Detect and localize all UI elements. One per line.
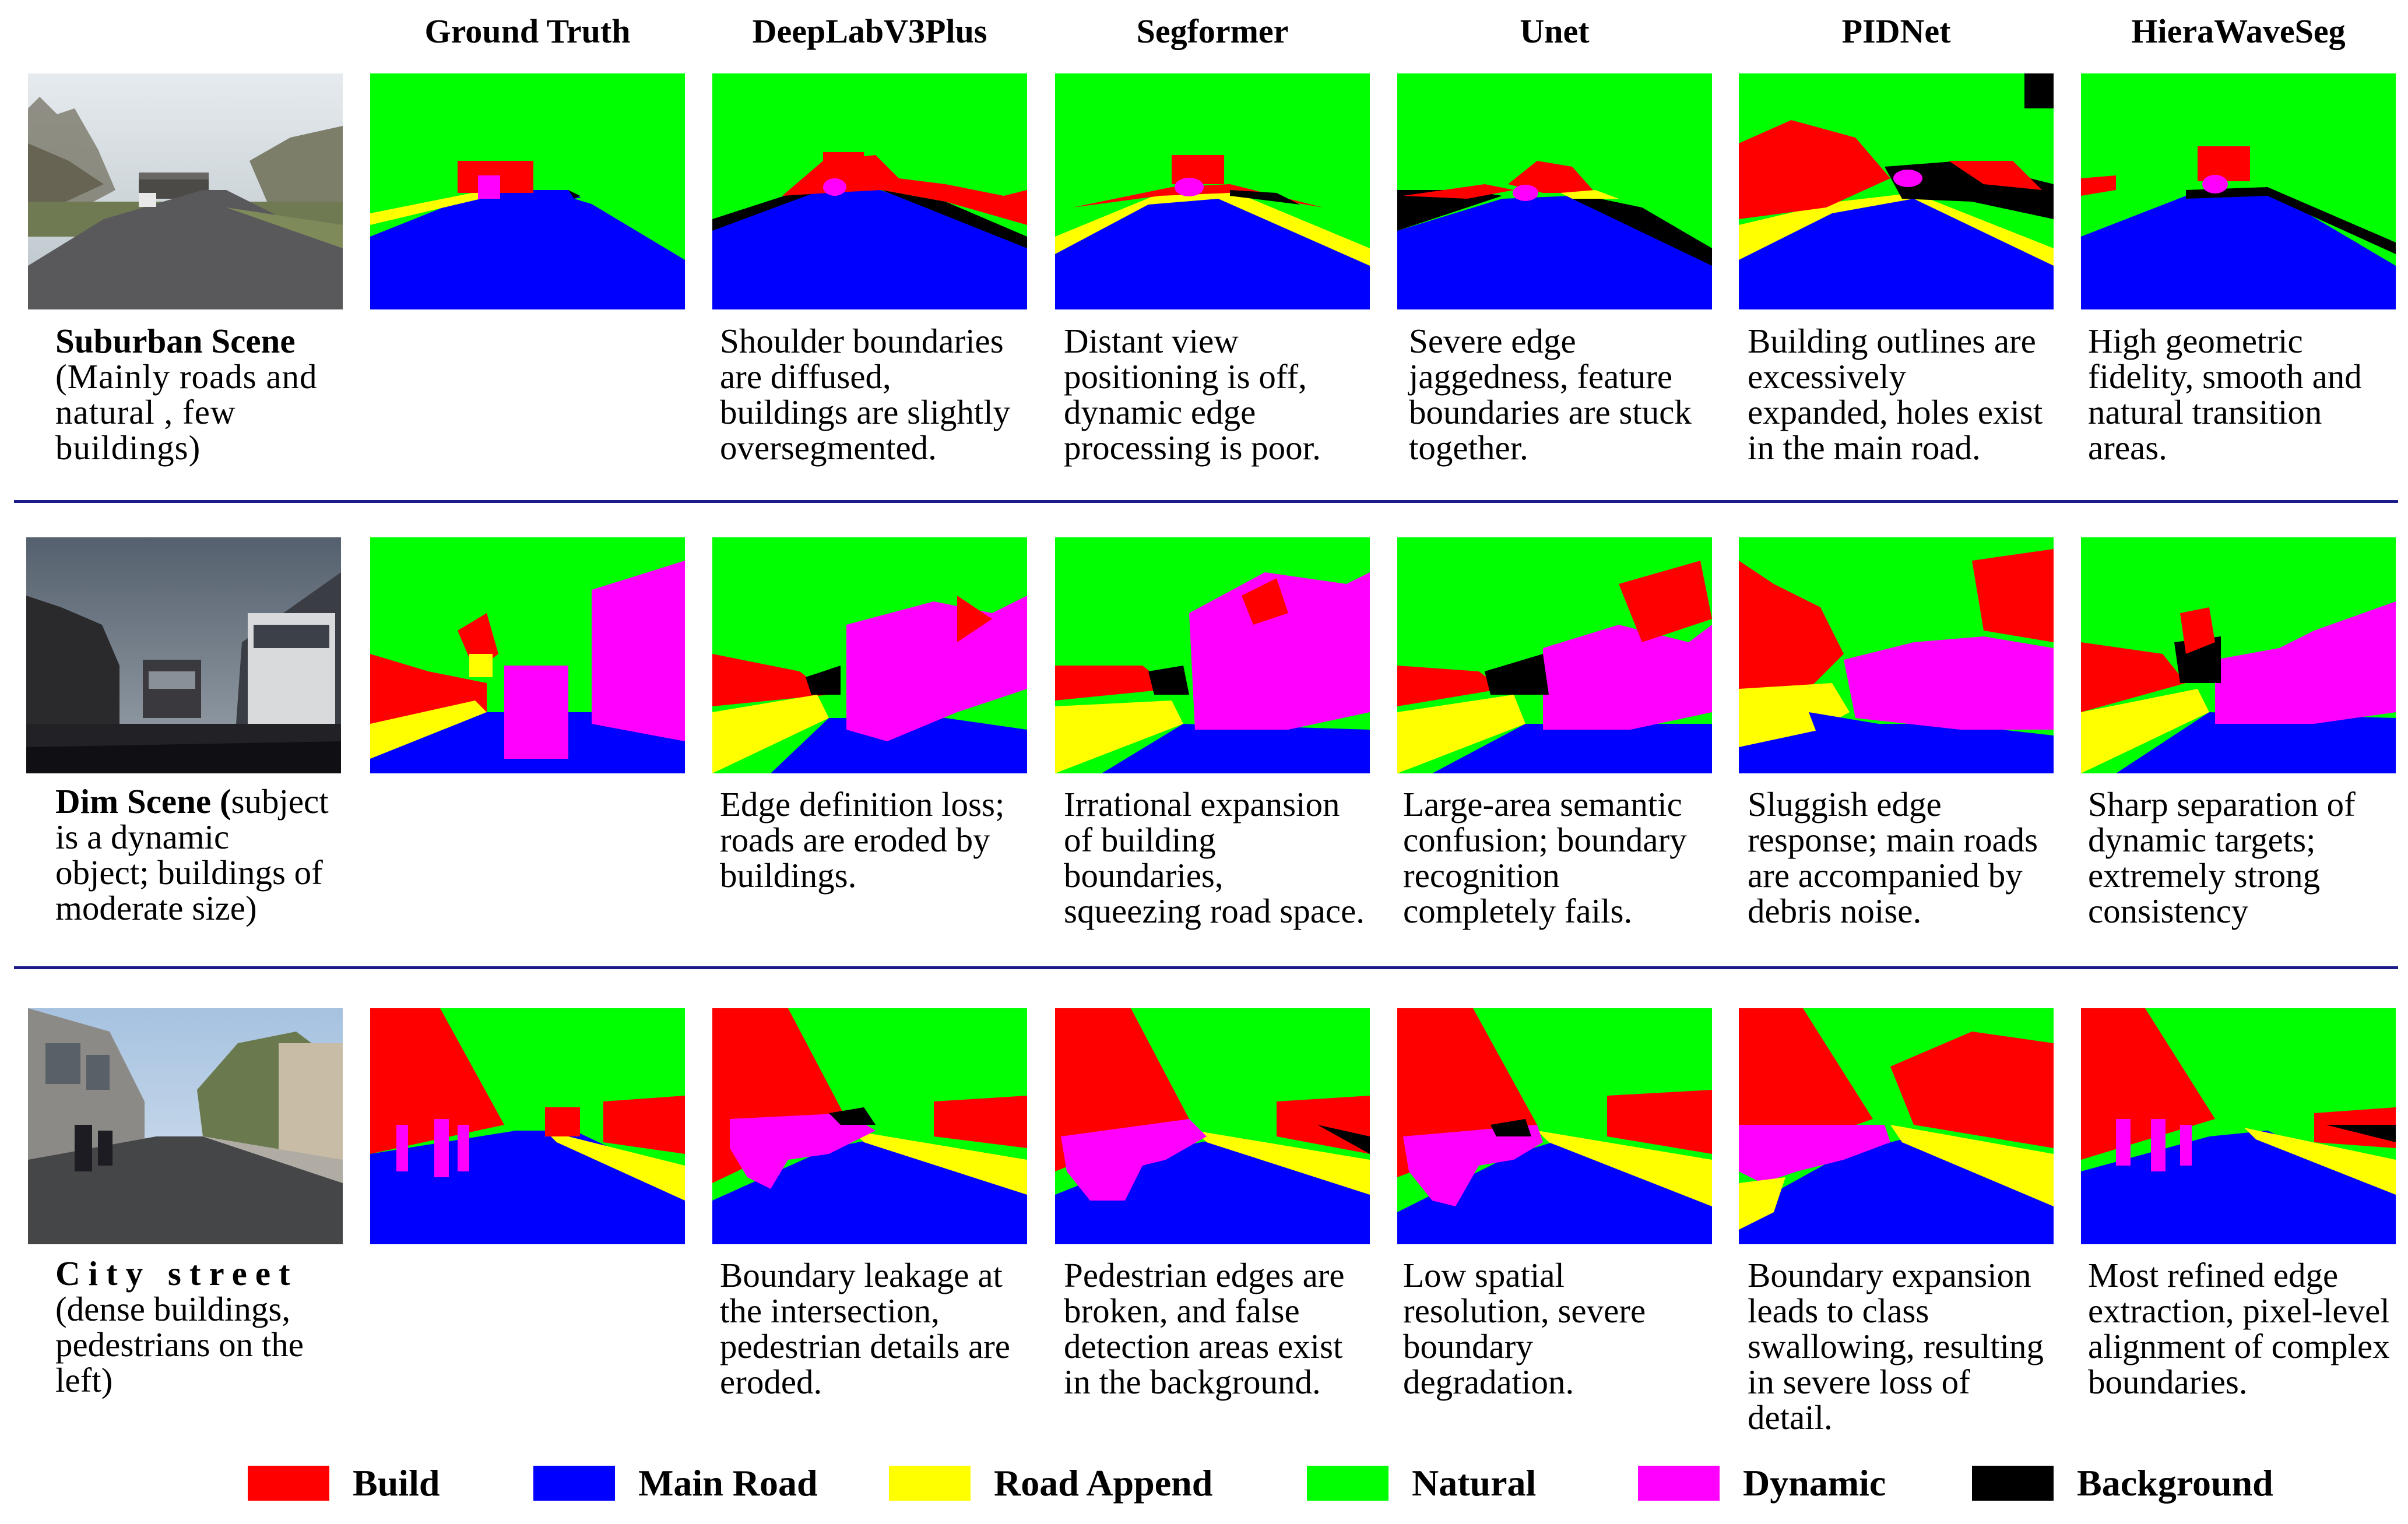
legend-label-dynamic: Dynamic (1743, 1462, 1886, 1504)
legend-item-natural: Natural (1307, 1462, 1537, 1504)
segmentation-segformer-city (1055, 1008, 1370, 1244)
segmentation-deeplabv3plus-suburban (712, 73, 1027, 309)
caption-hierawaveseg-city: Most refined edge extraction, pixel-leve… (2088, 1256, 2390, 1401)
legend-label-main-road: Main Road (638, 1462, 818, 1504)
caption-hierawaveseg-suburban: High geometric fidelity, smooth and natu… (2088, 322, 2362, 467)
legend-item-main-road: Main Road (533, 1462, 818, 1504)
segmentation-pidnet-dim (1739, 537, 2054, 773)
legend-item-background: Background (1972, 1462, 2273, 1504)
column-header-pidnet: PIDNet (1841, 12, 1951, 50)
segmentation-hierawaveseg-dim (2081, 537, 2396, 773)
caption-pidnet-dim: Sluggish edge response; main roads are a… (1748, 785, 2038, 930)
segmentation-deeplabv3plus-city (712, 1008, 1027, 1244)
column-header-hierawaveseg: HieraWaveSeg (2131, 12, 2346, 50)
legend-swatch-build (248, 1466, 329, 1501)
caption-unet-dim: Large-area semantic confusion; boundary … (1403, 785, 1687, 930)
column-header-unet: Unet (1520, 12, 1590, 50)
legend-swatch-road-append (889, 1466, 971, 1501)
row-label-suburban: Suburban Scene (Mainly roads and natural… (55, 323, 329, 466)
segmentation-ground-truth-dim (370, 537, 685, 773)
segmentation-ground-truth-city (370, 1008, 685, 1244)
legend-item-dynamic: Dynamic (1638, 1462, 1886, 1504)
legend-label-natural: Natural (1412, 1462, 1537, 1504)
legend-swatch-dynamic (1638, 1466, 1720, 1501)
row-label-dim: Dim Scene (subject is a dynamic object; … (55, 784, 329, 926)
row-separator-1 (14, 500, 2398, 503)
column-header-deeplabv3plus: DeepLabV3Plus (752, 12, 987, 50)
segmentation-segformer-suburban (1055, 73, 1370, 309)
row-desc-dim: subject is a dynamic object; buildings o… (55, 782, 329, 927)
caption-deeplabv3plus-city: Boundary leakage at the intersection, pe… (720, 1256, 1010, 1401)
caption-pidnet-suburban: Building outlines are excessively expand… (1748, 322, 2043, 467)
segmentation-unet-suburban (1397, 73, 1712, 309)
photo-dim-scene (26, 537, 341, 773)
caption-pidnet-city: Boundary expansion leads to class swallo… (1748, 1256, 2044, 1437)
segmentation-hierawaveseg-suburban (2081, 73, 2396, 309)
row-title-city: City street (55, 1254, 298, 1293)
row-separator-2 (14, 966, 2398, 969)
caption-deeplabv3plus-suburban: Shoulder boundaries are diffused, buildi… (720, 322, 1011, 467)
segmentation-ground-truth-suburban (370, 73, 685, 309)
legend-swatch-natural (1307, 1466, 1388, 1501)
caption-segformer-city: Pedestrian edges are broken, and false d… (1064, 1256, 1345, 1401)
segmentation-unet-city (1397, 1008, 1712, 1244)
legend-label-build: Build (353, 1462, 440, 1504)
segmentation-pidnet-city (1739, 1008, 2054, 1244)
legend-swatch-background (1972, 1466, 2054, 1501)
caption-hierawaveseg-dim: Sharp separation of dynamic targets; ext… (2088, 785, 2356, 930)
column-header-ground-truth: Ground Truth (424, 12, 631, 50)
segmentation-hierawaveseg-city (2081, 1008, 2396, 1244)
photo-city-street (28, 1008, 343, 1244)
segmentation-deeplabv3plus-dim (712, 537, 1027, 773)
photo-suburban-scene (28, 73, 343, 309)
caption-segformer-dim: Irrational expansion of building boundar… (1064, 785, 1365, 930)
segmentation-pidnet-suburban (1739, 73, 2054, 309)
legend-item-build: Build (248, 1462, 440, 1504)
column-header-segformer: Segformer (1136, 12, 1289, 50)
caption-deeplabv3plus-dim: Edge definition loss; roads are eroded b… (720, 785, 1005, 895)
row-label-city: City street (dense buildings, pedestrian… (55, 1256, 329, 1398)
legend-label-road-append: Road Append (994, 1462, 1213, 1504)
caption-segformer-suburban: Distant view positioning is off, dynamic… (1064, 322, 1321, 467)
row-title-suburban: Suburban Scene (55, 322, 296, 360)
legend-item-road-append: Road Append (889, 1462, 1213, 1504)
row-title-dim: Dim Scene ( (55, 782, 231, 821)
segmentation-segformer-dim (1055, 537, 1370, 773)
caption-unet-suburban: Severe edge jaggedness, feature boundari… (1409, 322, 1692, 467)
caption-unet-city: Low spatial resolution, severe boundary … (1403, 1256, 1646, 1401)
legend-label-background: Background (2077, 1462, 2273, 1504)
row-desc-suburban: (Mainly roads and natural , few building… (55, 357, 318, 467)
segmentation-unet-dim (1397, 537, 1712, 773)
legend-swatch-main-road (533, 1466, 615, 1501)
row-desc-city: (dense buildings, pedestrians on the lef… (55, 1290, 304, 1399)
